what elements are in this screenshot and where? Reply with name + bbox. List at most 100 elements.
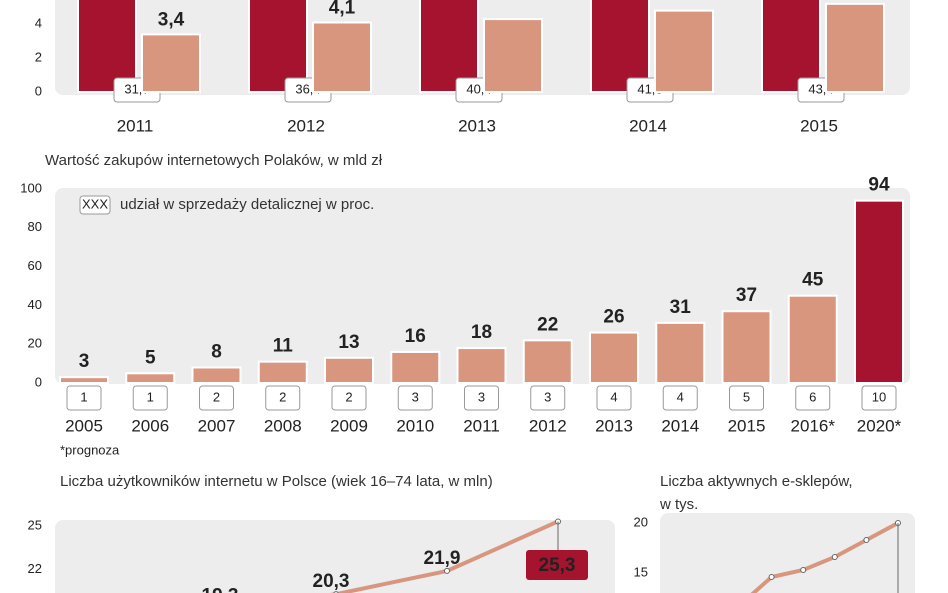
bar [191,366,242,385]
share-box [596,385,632,411]
share-box [662,385,698,411]
value-label: 4,1 [329,0,356,19]
bar [390,350,441,384]
bar [854,199,904,384]
value-label: 11 [273,336,294,357]
x-tick-label: 2009 [330,416,368,435]
bar [522,339,573,385]
share-label: 2 [279,389,286,404]
share-label: 4 [677,389,684,404]
share-label: 1 [80,389,87,404]
share-box [66,385,102,411]
legend-swatch [79,195,111,215]
bar [312,21,372,94]
point [768,574,775,580]
x-tick-label: 2008 [264,416,302,435]
value-label: 3 [79,351,90,372]
share-label: 2 [213,389,220,404]
point [800,567,807,573]
bar [761,0,821,93]
bar [257,360,308,385]
chart-title: Liczba użytkowników internetu w Polsce (… [60,473,493,490]
share-box [729,385,764,411]
bar [655,321,706,384]
share-label: 5 [743,389,750,404]
bar [654,9,714,93]
y-tick-label: 4 [35,16,42,31]
y-tick-label: 80 [28,219,42,234]
bar [59,376,109,384]
legend-symbol: XXX [82,196,108,211]
value-label: 16 [405,326,426,347]
y-tick-label: 100 [20,180,42,195]
y-tick-label: 20 [634,514,648,529]
line [750,521,899,593]
share-label: 2 [345,389,352,404]
bar [590,0,650,93]
chart-subtitle: w tys. [659,496,698,513]
value-label: 18 [471,322,492,343]
x-tick-label: 2010 [396,416,434,435]
x-tick-label: 2012 [529,416,567,435]
x-tick-label: 2014 [629,116,667,135]
share-label: 1 [147,389,154,404]
share-box [861,385,897,411]
bar [141,33,201,93]
share-box [199,385,234,411]
share-label: 10 [872,389,886,404]
share-label: 3 [412,389,419,404]
value-label: 94 [868,175,890,196]
bar [125,372,176,384]
value-label: 19,3 [202,586,239,593]
x-tick-label: 2011 [463,416,500,435]
share-box [265,385,301,411]
bar [721,310,772,384]
value-label: 37 [736,285,757,306]
plot-bg [55,520,615,593]
y-tick-label: 0 [35,83,42,98]
share-box [464,385,499,411]
line [329,519,559,593]
share-box [397,385,433,411]
share-box [795,385,831,411]
share-label: 3 [544,389,551,404]
y-tick-label: 0 [35,374,42,389]
point [831,554,838,560]
value-label: 20,3 [313,571,350,592]
value-label: 3,4 [158,9,185,30]
chart-title: Liczba aktywnych e-sklepów, [660,473,853,490]
share-box [331,385,367,411]
bar [787,294,838,385]
share-box [530,385,566,411]
x-tick-label: 2005 [65,416,103,435]
y-tick-label: 20 [28,336,42,351]
bar [483,18,543,93]
value-label: 26 [603,307,624,328]
x-tick-label: 2014 [661,416,699,435]
y-tick-label: 22 [28,561,42,576]
bar [419,0,479,93]
x-tick-label: 2015 [728,416,766,435]
value-label: 45 [802,270,824,291]
y-tick-label: 60 [28,258,42,273]
x-tick-label: 2015 [800,116,838,135]
x-tick-label: 2016* [791,416,836,435]
x-tick-label: 2013 [595,416,633,435]
value-label: 31 [670,297,692,318]
share-label: 3 [478,389,485,404]
y-tick-label: 25 [28,517,42,532]
point [444,567,450,574]
x-tick-label: 2020* [857,416,902,435]
x-tick-label: 2007 [198,416,236,435]
chart-title: Wartość zakupów internetowych Polaków, w… [45,152,383,169]
point [863,537,870,543]
x-tick-label: 2006 [131,416,169,435]
share-label: 4 [610,389,617,404]
plot-bg [660,513,915,593]
value-label: 25,3 [539,555,576,576]
value-box [526,550,588,580]
x-tick-label: 2011 [117,116,154,135]
value-label: 22 [537,314,558,335]
value-label: 5 [145,347,156,368]
